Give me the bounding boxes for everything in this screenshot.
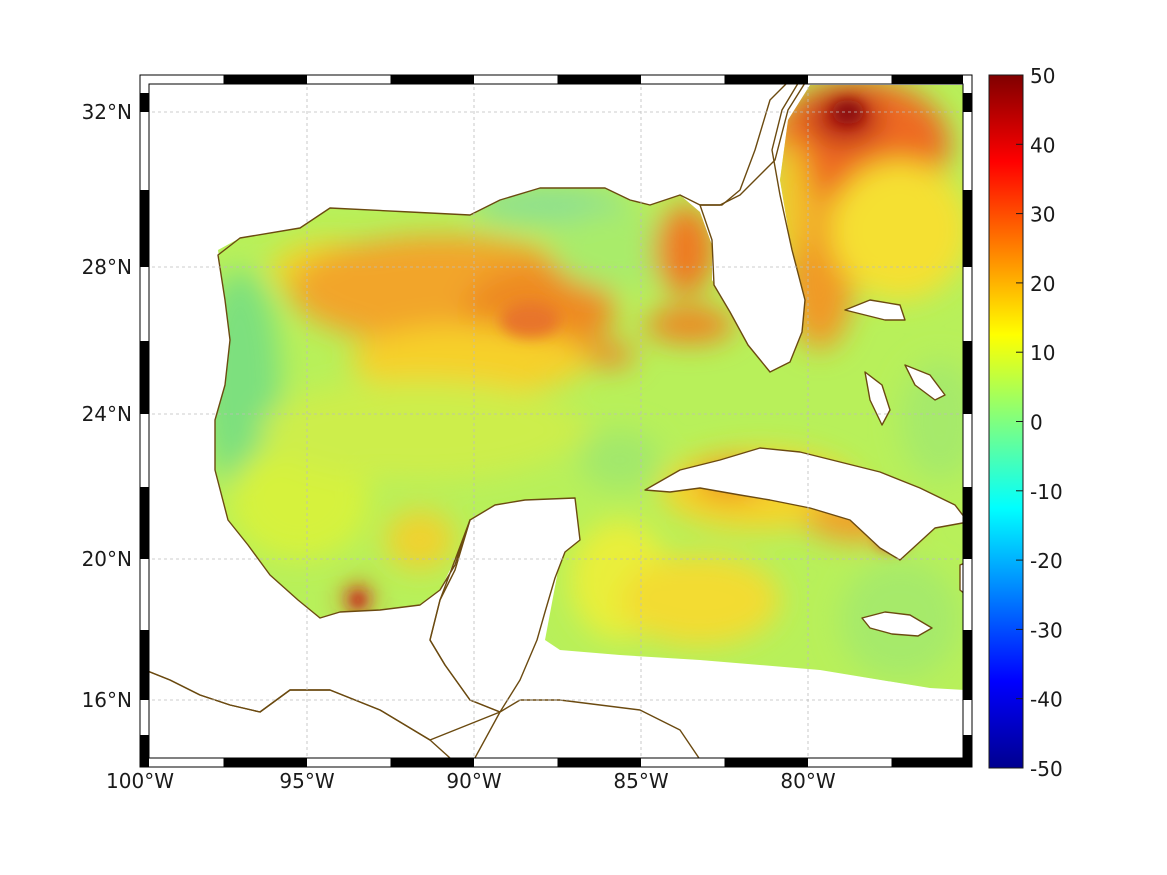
- frame-segment: [963, 341, 972, 414]
- frame-segment: [641, 758, 725, 767]
- lon-tick-label: 100°W: [106, 769, 174, 793]
- frame-segment: [140, 414, 149, 487]
- lon-tick-label: 80°W: [780, 769, 835, 793]
- lon-tick-label: 90°W: [446, 769, 501, 793]
- frame-segment: [223, 75, 307, 84]
- colorbar-tick-label: -10: [1030, 480, 1063, 504]
- frame-segment: [390, 758, 474, 767]
- colorbar-tick-label: 40: [1030, 133, 1055, 157]
- frame-segment: [808, 75, 892, 84]
- grid-lines: [140, 75, 972, 767]
- frame-segment: [140, 700, 149, 735]
- frame-segment: [140, 75, 149, 93]
- frame-segment: [641, 75, 725, 84]
- frame-segment: [963, 75, 972, 93]
- lat-tick-label: 24°N: [82, 402, 132, 426]
- frame-segment: [963, 735, 972, 767]
- frame-segment: [140, 758, 224, 767]
- frame-segment: [891, 758, 972, 767]
- lon-tick-label: 85°W: [613, 769, 668, 793]
- colorbar: 50 40 30 20 10 0 -10 -20 -30 -40 -50: [988, 64, 1063, 781]
- colorbar-tick-label: 10: [1030, 341, 1055, 365]
- frame-segment: [390, 75, 474, 84]
- latitude-labels: 32°N 28°N 24°N 20°N 16°N: [82, 100, 132, 712]
- frame-segment: [808, 758, 892, 767]
- colorbar-tick-label: 30: [1030, 203, 1055, 227]
- frame-segment: [140, 559, 149, 630]
- colorbar-tick-label: -20: [1030, 549, 1063, 573]
- frame-segment: [474, 758, 558, 767]
- frame-segment: [474, 75, 558, 84]
- frame-segment: [963, 112, 972, 190]
- frame-segment: [963, 700, 972, 735]
- frame-segment: [963, 487, 972, 559]
- frame-segment: [307, 758, 391, 767]
- frame-segment: [963, 630, 972, 700]
- map-frame: [139, 74, 973, 768]
- frame-outline: [139, 74, 973, 768]
- frame-segment: [557, 75, 641, 84]
- frame-segment: [307, 75, 391, 84]
- frame-segment: [963, 190, 972, 267]
- frame-segment: [140, 93, 149, 112]
- colorbar-tick-label: 20: [1030, 272, 1055, 296]
- frame-segment: [140, 190, 149, 267]
- frame-segment: [140, 630, 149, 700]
- colorbar-tick-label: 50: [1030, 64, 1055, 88]
- lat-tick-label: 28°N: [82, 255, 132, 279]
- frame-segment: [140, 267, 149, 341]
- longitude-labels: 100°W 95°W 90°W 85°W 80°W: [106, 769, 836, 793]
- frame-segment: [140, 341, 149, 414]
- frame-segment: [140, 112, 149, 190]
- frame-segment: [140, 735, 149, 767]
- frame-segment: [724, 758, 808, 767]
- coastline: [140, 75, 972, 767]
- lon-tick-label: 95°W: [279, 769, 334, 793]
- frame-segment: [223, 758, 307, 767]
- frame-segment: [140, 75, 224, 84]
- frame-segment: [724, 75, 808, 84]
- lat-tick-label: 20°N: [82, 547, 132, 571]
- frame-segment: [557, 758, 641, 767]
- colorbar-tick-label: -40: [1030, 688, 1063, 712]
- frame-inner-outline: [148, 83, 964, 759]
- colorbar-tick-label: -30: [1030, 618, 1063, 642]
- frame-segment: [891, 75, 972, 84]
- frame-segment: [963, 559, 972, 630]
- colorbar-tick-label: 0: [1030, 411, 1043, 435]
- frame-segment: [963, 267, 972, 341]
- lat-tick-label: 32°N: [82, 100, 132, 124]
- frame-segment: [963, 414, 972, 487]
- frame-segment: [963, 93, 972, 112]
- colorbar-tick-label: -50: [1030, 757, 1063, 781]
- lat-tick-label: 16°N: [82, 688, 132, 712]
- frame-segment: [140, 487, 149, 559]
- colorbar-ticks: 50 40 30 20 10 0 -10 -20 -30 -40 -50: [1016, 64, 1063, 781]
